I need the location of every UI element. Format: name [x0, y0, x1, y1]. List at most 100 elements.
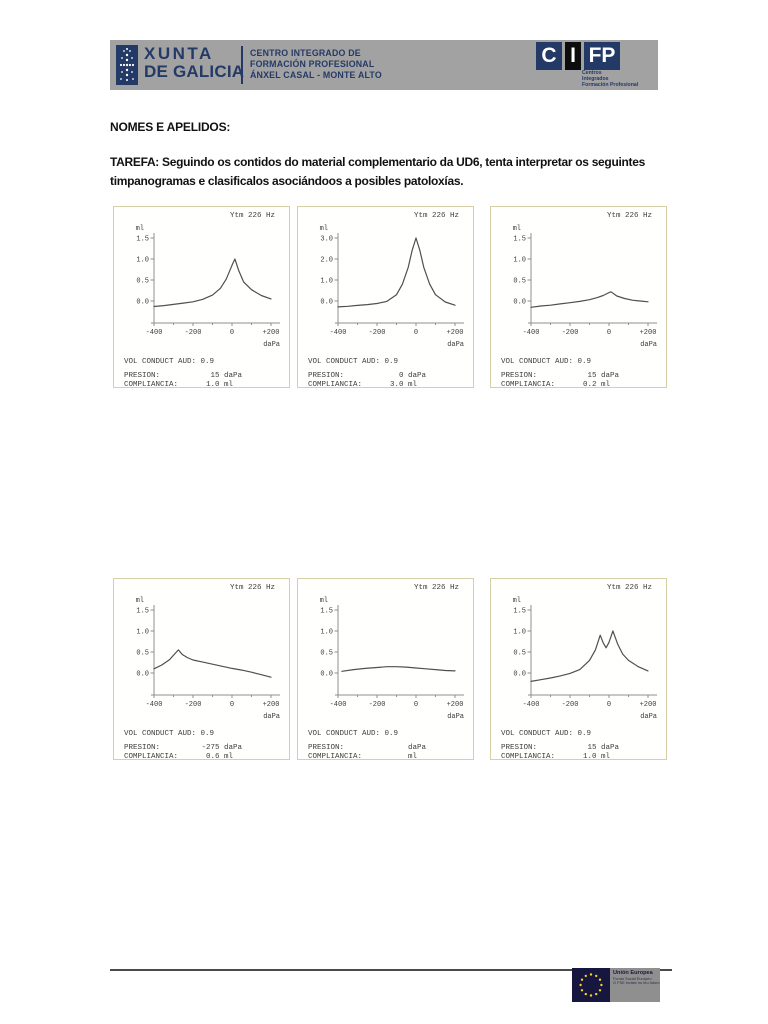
svg-text:+200: +200 [263, 329, 280, 337]
svg-text:1.5: 1.5 [136, 608, 149, 616]
svg-text:0: 0 [230, 701, 234, 709]
tympanogram-plot: ml 1.5 1.0 0.5 0.0 -400 -200 0 +200 daPa [136, 597, 280, 721]
presion-line: PRESION: 0 daPa [308, 372, 473, 380]
svg-text:ml: ml [320, 597, 328, 605]
svg-text:-400: -400 [146, 329, 163, 337]
svg-text:0.5: 0.5 [136, 650, 149, 658]
tympanogram-plot: ml 1.5 1.0 0.5 0.0 -400 -200 0 +200 daPa [513, 597, 657, 721]
tympanogram-title: Ytm 226 Hz [229, 584, 275, 592]
presion-line-label: PRESION: [124, 372, 161, 380]
svg-text:daPa: daPa [640, 341, 657, 349]
compliancia-line-value: 1.0 ml [205, 381, 233, 389]
presion-line-label: PRESION: [501, 744, 538, 752]
tympanogram-curve [153, 649, 272, 678]
svg-text:ml: ml [513, 597, 521, 605]
eu-title: Unión Europea [613, 970, 653, 976]
tympanogram-card-3: Ytm 226 Hz ml 1.5 1.0 0.5 0.0 -400 -200 0 +200 daP… [490, 206, 667, 389]
cifp-sub-line-1: Centros [582, 70, 602, 76]
tympanogram-plot: ml 1.5 1.0 0.5 0.0 -400 -200 0 +200 daPa [513, 225, 657, 349]
presion-line-value: 15 daPa [587, 744, 619, 752]
svg-text:daPa: daPa [447, 341, 464, 349]
vol-conduct-line: VOL CONDUCT AUD: 0.9 [308, 730, 399, 738]
tympanogram-plot: ml 1.5 1.0 0.5 0.0 -400 -200 0 +200 daPa [136, 225, 280, 349]
center-line-1: CENTRO INTEGRADO DE [250, 48, 361, 58]
presion-line-label: PRESION: [124, 744, 161, 752]
svg-text:-400: -400 [523, 329, 540, 337]
svg-text:1.0: 1.0 [136, 629, 149, 637]
svg-text:1.5: 1.5 [513, 608, 526, 616]
cifp-sub-line-2: Integrados [582, 75, 609, 82]
tympanogram-curve [341, 666, 456, 672]
tympanogram-title: Ytm 226 Hz [413, 212, 459, 220]
tympanogram-title: Ytm 226 Hz [229, 212, 275, 220]
svg-text:0.5: 0.5 [320, 650, 333, 658]
center-line-2: FORMACIÓN PROFESIONAL [250, 59, 375, 69]
compliancia-line: COMPLIANCIA: 3.0 ml [308, 381, 473, 389]
svg-text:-400: -400 [146, 701, 163, 709]
presion-line: PRESION: daPa [308, 744, 473, 752]
nomes-label: NOMES E APELIDOS: [110, 120, 231, 134]
compliancia-line-label: COMPLIANCIA: [501, 381, 556, 389]
svg-text:0.5: 0.5 [136, 278, 149, 286]
tympanogram-card-4: Ytm 226 Hz ml 1.5 1.0 0.5 0.0 -400 -200 0 +200 daP… [113, 578, 290, 761]
presion-line-value: -275 daPa [201, 744, 242, 752]
vol-conduct-line: VOL CONDUCT AUD: 0.9 [124, 358, 215, 366]
svg-text:0: 0 [414, 329, 418, 337]
svg-text:0.0: 0.0 [513, 671, 526, 679]
svg-text:daPa: daPa [263, 341, 280, 349]
svg-text:+200: +200 [447, 329, 464, 337]
footer-rule [110, 969, 672, 971]
svg-text:+200: +200 [640, 701, 657, 709]
cifp-letter-fp: FP [584, 42, 620, 70]
vol-conduct-line: VOL CONDUCT AUD: 0.9 [124, 730, 215, 738]
svg-text:-200: -200 [185, 701, 202, 709]
tympanogram-title: Ytm 226 Hz [413, 584, 459, 592]
tympanogram-curve [530, 630, 649, 683]
svg-text:1.5: 1.5 [513, 236, 526, 244]
svg-text:ml: ml [513, 225, 521, 233]
svg-text:-200: -200 [562, 329, 579, 337]
eu-subtitle-2: O FSE inviste no teu futuro [613, 980, 660, 986]
presion-line: PRESION: 15 daPa [124, 372, 289, 380]
presion-line-label: PRESION: [308, 744, 345, 752]
tympanogram-card-1: Ytm 226 Hz ml 1.5 1.0 0.5 0.0 -400 -200 0 +200 daP… [113, 206, 290, 389]
tympanogram-card-6: Ytm 226 Hz ml 1.5 1.0 0.5 0.0 -400 -200 0 +200 daP… [490, 578, 667, 761]
svg-text:0.0: 0.0 [320, 299, 333, 307]
svg-text:-400: -400 [330, 701, 347, 709]
svg-text:1.0: 1.0 [136, 257, 149, 265]
vol-conduct-line: VOL CONDUCT AUD: 0.9 [501, 358, 592, 366]
cifp-sub-line-3: Formación Profesional [582, 81, 639, 88]
presion-line-label: PRESION: [308, 372, 345, 380]
presion-line-label: PRESION: [501, 372, 538, 380]
svg-text:1.0: 1.0 [513, 257, 526, 265]
xunta-logo-text: XUNTA DE GALICIA [144, 45, 244, 81]
svg-text:daPa: daPa [263, 713, 280, 721]
presion-line-value: 15 daPa [587, 372, 619, 380]
eu-text-box: Unión Europea Fondo Social Europeo O FSE… [610, 968, 660, 1002]
tympanogram-card-5: Ytm 226 Hz ml 1.5 1.0 0.5 0.0 -400 -200 0 +200 daP… [297, 578, 474, 761]
svg-text:daPa: daPa [640, 713, 657, 721]
tympanogram-title: Ytm 226 Hz [606, 584, 652, 592]
tympanogram-title: Ytm 226 Hz [606, 212, 652, 220]
presion-line-value: 0 daPa [398, 372, 426, 380]
svg-text:0: 0 [230, 329, 234, 337]
svg-text:-200: -200 [369, 701, 386, 709]
compliancia-line-label: COMPLIANCIA: [124, 753, 179, 761]
compliancia-line-value: ml [407, 753, 417, 761]
svg-text:0: 0 [607, 701, 611, 709]
svg-text:+200: +200 [263, 701, 280, 709]
tympanogram-curve [530, 291, 649, 308]
presion-line: PRESION: 15 daPa [501, 372, 666, 380]
compliancia-line-value: 3.0 ml [389, 381, 417, 389]
cifp-letter-i: I [565, 42, 581, 70]
header-bar: XUNTA DE GALICIA CENTRO INTEGRADO DE FOR… [110, 40, 658, 90]
svg-text:-200: -200 [185, 329, 202, 337]
cifp-subtitle: Centros Integrados Formación Profesional [582, 70, 658, 88]
vol-conduct-line: VOL CONDUCT AUD: 0.9 [501, 730, 592, 738]
svg-text:daPa: daPa [447, 713, 464, 721]
center-name-block: CENTRO INTEGRADO DE FORMACIÓN PROFESIONA… [250, 48, 382, 81]
svg-text:0.5: 0.5 [513, 278, 526, 286]
svg-text:0: 0 [607, 329, 611, 337]
compliancia-line-label: COMPLIANCIA: [501, 753, 556, 761]
tarefa-text: TAREFA: Seguindo os contidos do material… [110, 155, 646, 188]
